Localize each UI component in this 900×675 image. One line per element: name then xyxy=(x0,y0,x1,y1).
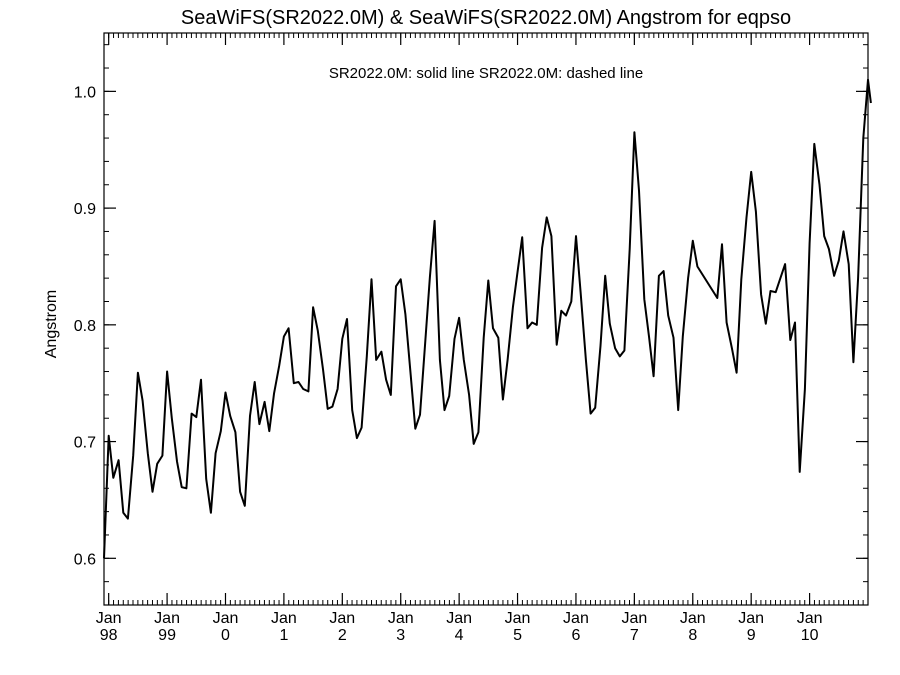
plot-frame xyxy=(103,32,869,606)
series-group xyxy=(103,78,872,559)
x-tick-label-year: 98 xyxy=(100,627,118,644)
x-tick-label-year: 9 xyxy=(747,627,756,644)
x-tick-label-month: Jan xyxy=(446,610,472,627)
y-tick-label: 0.9 xyxy=(74,201,96,218)
x-tick-label-month: Jan xyxy=(680,610,706,627)
x-ticks: Jan98Jan99Jan0Jan1Jan2Jan3Jan4Jan5Jan6Ja… xyxy=(96,33,823,644)
x-tick-label-year: 2 xyxy=(338,627,347,644)
x-tick-label-year: 99 xyxy=(158,627,176,644)
x-tick-label-month: Jan xyxy=(505,610,531,627)
y-ticks: 0.6 0.7 0.8 0.9 1.0 xyxy=(74,84,868,568)
x-tick-label-month: Jan xyxy=(329,610,355,627)
x-tick-label-year: 10 xyxy=(801,627,819,644)
x-tick-label-month: Jan xyxy=(271,610,297,627)
chart-title: SeaWiFS(SR2022.0M) & SeaWiFS(SR2022.0M) … xyxy=(181,7,791,29)
x-tick-label-month: Jan xyxy=(388,610,414,627)
y-axis-label: Angstrom xyxy=(43,290,60,358)
x-tick-label-month: Jan xyxy=(797,610,823,627)
x-tick-label-year: 8 xyxy=(688,627,697,644)
x-tick-label-year: 4 xyxy=(455,627,464,644)
x-tick-label-month: Jan xyxy=(96,610,122,627)
y-tick-label: 0.6 xyxy=(74,551,96,568)
legend-text: SR2022.0M: solid line SR2022.0M: dashed … xyxy=(329,65,643,82)
x-tick-label-month: Jan xyxy=(621,610,647,627)
x-tick-label-month: Jan xyxy=(154,610,180,627)
x-tick-label-year: 0 xyxy=(221,627,230,644)
x-tick-label-year: 5 xyxy=(513,627,522,644)
x-tick-label-month: Jan xyxy=(738,610,764,627)
y-tick-label: 1.0 xyxy=(74,84,96,101)
x-tick-label-year: 3 xyxy=(396,627,405,644)
y-tick-label: 0.8 xyxy=(74,318,96,335)
x-tick-label-year: 6 xyxy=(571,627,580,644)
x-tick-label-year: 7 xyxy=(630,627,639,644)
series-line-solid xyxy=(103,78,872,559)
x-tick-label-month: Jan xyxy=(213,610,239,627)
y-tick-label: 0.7 xyxy=(74,435,96,452)
x-tick-label-year: 1 xyxy=(279,627,288,644)
x-tick-label-month: Jan xyxy=(563,610,589,627)
